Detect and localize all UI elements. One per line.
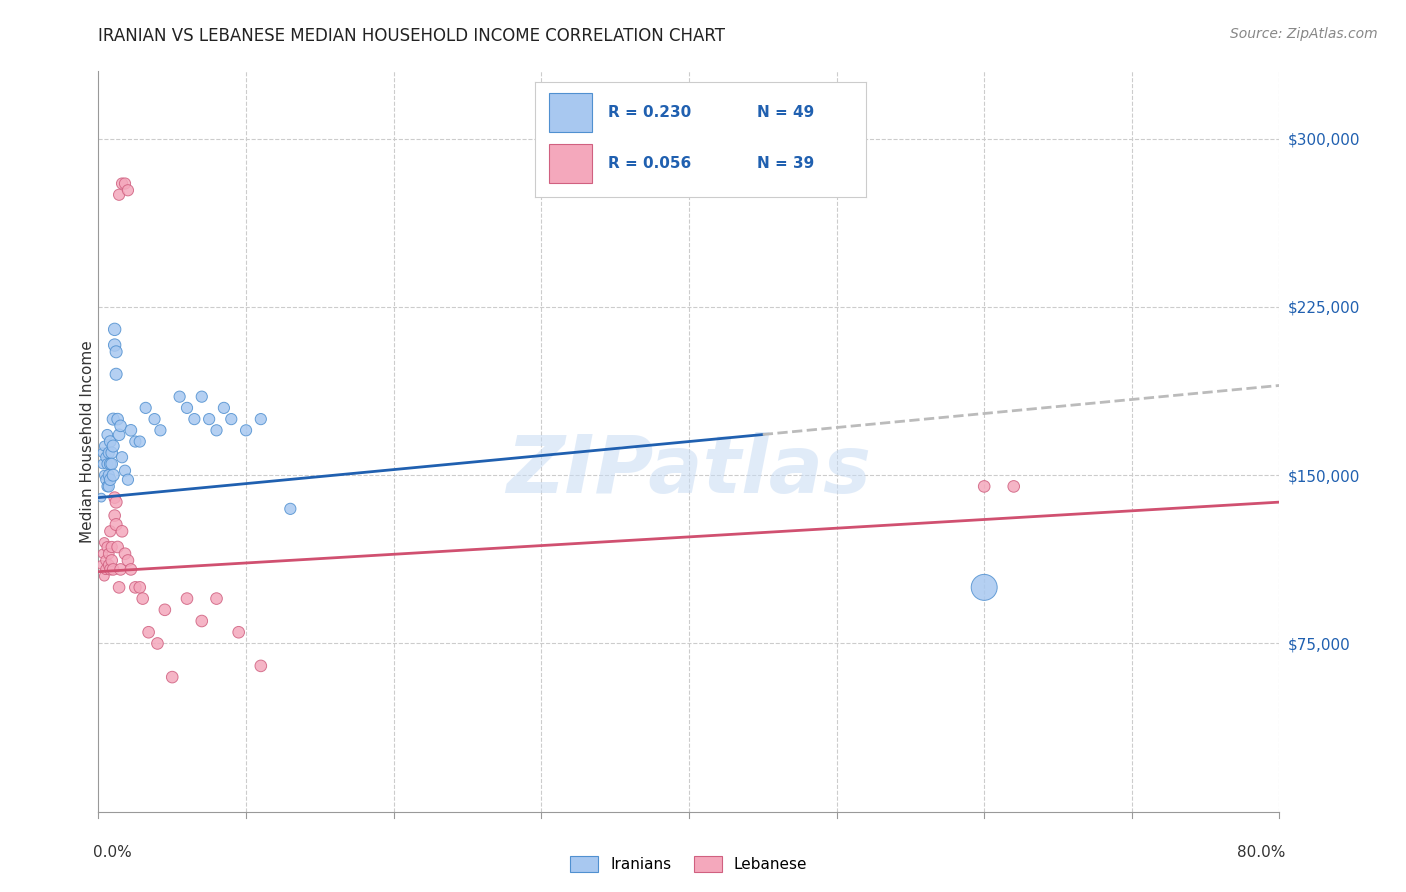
Point — [91, 457, 114, 471]
Point — [228, 625, 250, 640]
Point — [104, 508, 127, 523]
Text: 0.0%: 0.0% — [93, 845, 131, 860]
Point — [96, 457, 118, 471]
Point — [97, 558, 120, 572]
Point — [138, 625, 160, 640]
Point — [191, 614, 214, 628]
Point — [103, 439, 125, 453]
Point — [104, 491, 127, 505]
Point — [973, 479, 995, 493]
Point — [146, 636, 169, 650]
Point — [100, 540, 122, 554]
Point — [111, 177, 134, 191]
Point — [93, 468, 115, 483]
Point — [97, 446, 120, 460]
Point — [250, 659, 273, 673]
Point — [103, 412, 125, 426]
Point — [108, 427, 131, 442]
Point — [91, 446, 114, 460]
Point — [98, 434, 121, 449]
Point — [117, 553, 139, 567]
Point — [94, 562, 117, 576]
Point — [103, 562, 125, 576]
Point — [110, 418, 132, 433]
Point — [103, 468, 125, 483]
Y-axis label: Median Household Income: Median Household Income — [80, 340, 94, 543]
Point — [1002, 479, 1025, 493]
Point — [128, 434, 150, 449]
Point — [98, 562, 121, 576]
Point — [198, 412, 221, 426]
Point — [169, 390, 191, 404]
Point — [91, 547, 114, 561]
Point — [105, 344, 128, 359]
Point — [94, 450, 117, 465]
Point — [124, 580, 146, 594]
Point — [205, 423, 228, 437]
Point — [191, 390, 214, 404]
Legend: Iranians, Lebanese: Iranians, Lebanese — [564, 850, 814, 879]
Point — [93, 535, 115, 549]
Point — [96, 479, 118, 493]
Point — [114, 177, 136, 191]
Point — [90, 491, 112, 505]
Point — [120, 562, 142, 576]
Point — [183, 412, 205, 426]
Point — [176, 591, 198, 606]
Point — [114, 547, 136, 561]
Point — [96, 540, 118, 554]
Point — [117, 183, 139, 197]
Point — [100, 553, 122, 567]
Point — [90, 558, 112, 572]
Point — [235, 423, 257, 437]
Text: ZIPatlas: ZIPatlas — [506, 432, 872, 510]
Point — [128, 580, 150, 594]
Point — [93, 439, 115, 453]
Point — [114, 464, 136, 478]
Point — [124, 434, 146, 449]
Point — [153, 603, 176, 617]
Point — [98, 457, 121, 471]
Point — [100, 446, 122, 460]
Point — [120, 423, 142, 437]
Point — [98, 473, 121, 487]
Point — [973, 580, 995, 594]
Text: IRANIAN VS LEBANESE MEDIAN HOUSEHOLD INCOME CORRELATION CHART: IRANIAN VS LEBANESE MEDIAN HOUSEHOLD INC… — [98, 27, 725, 45]
Point — [97, 479, 120, 493]
Point — [105, 368, 128, 382]
Point — [107, 540, 129, 554]
Point — [132, 591, 155, 606]
Point — [212, 401, 235, 415]
Point — [117, 473, 139, 487]
Point — [110, 562, 132, 576]
Point — [94, 473, 117, 487]
Point — [205, 591, 228, 606]
Point — [108, 580, 131, 594]
Point — [108, 187, 131, 202]
Point — [93, 569, 115, 583]
Point — [162, 670, 183, 684]
Point — [100, 457, 122, 471]
Point — [104, 322, 127, 336]
Text: 80.0%: 80.0% — [1237, 845, 1285, 860]
Point — [176, 401, 198, 415]
Point — [107, 412, 129, 426]
Point — [97, 547, 120, 561]
Point — [135, 401, 157, 415]
Point — [96, 427, 118, 442]
Point — [219, 412, 242, 426]
Point — [111, 450, 134, 465]
Point — [143, 412, 166, 426]
Point — [97, 468, 120, 483]
Point — [104, 338, 127, 352]
Text: Source: ZipAtlas.com: Source: ZipAtlas.com — [1230, 27, 1378, 41]
Point — [98, 524, 121, 539]
Point — [105, 495, 128, 509]
Point — [149, 423, 172, 437]
Point — [278, 501, 302, 516]
Point — [105, 517, 128, 532]
Point — [94, 553, 117, 567]
Point — [250, 412, 273, 426]
Point — [111, 524, 134, 539]
